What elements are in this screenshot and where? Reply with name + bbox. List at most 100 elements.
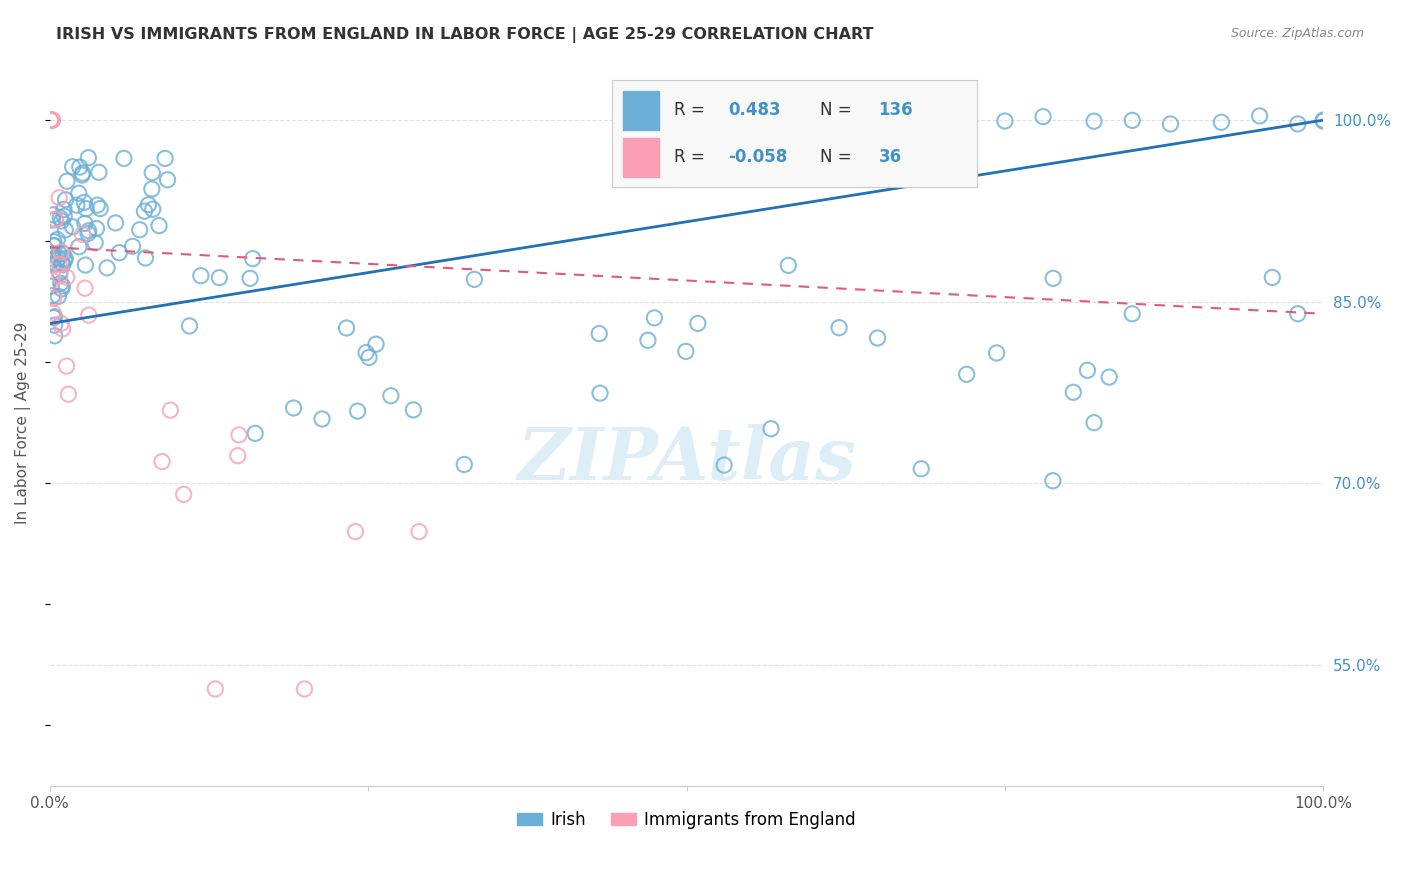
Point	[39, 113, 62, 128]
Point	[42, 288, 65, 302]
Point	[141, 182, 163, 196]
Point	[52, 322, 75, 336]
Point	[72, 227, 94, 242]
Point	[283, 401, 305, 415]
Point	[77, 227, 100, 241]
Point	[39, 113, 62, 128]
Point	[588, 326, 610, 341]
Point	[51, 317, 73, 331]
Point	[675, 344, 697, 359]
Point	[156, 173, 179, 187]
Point	[77, 224, 100, 238]
Point	[48, 246, 70, 260]
Point	[1261, 270, 1284, 285]
Point	[39, 113, 62, 128]
Point	[77, 151, 100, 165]
Point	[141, 166, 163, 180]
Point	[108, 245, 131, 260]
Point	[1032, 110, 1054, 124]
Text: R =: R =	[673, 102, 710, 120]
Point	[1249, 109, 1271, 123]
Point	[44, 239, 66, 253]
Point	[44, 212, 66, 227]
Point	[51, 278, 73, 293]
Point	[77, 308, 100, 322]
Point	[150, 455, 173, 469]
Text: Source: ZipAtlas.com: Source: ZipAtlas.com	[1230, 27, 1364, 40]
Point	[242, 252, 264, 266]
Point	[75, 258, 97, 272]
Point	[589, 386, 612, 401]
Point	[53, 223, 76, 237]
Text: N =: N =	[820, 148, 856, 166]
Point	[1083, 114, 1105, 128]
Point	[138, 198, 160, 212]
FancyBboxPatch shape	[623, 91, 659, 129]
Point	[740, 118, 762, 132]
Point	[53, 253, 76, 268]
Point	[55, 193, 77, 207]
Point	[96, 260, 118, 275]
Point	[956, 368, 979, 382]
Point	[239, 271, 262, 285]
Point	[1083, 416, 1105, 430]
Point	[73, 216, 96, 230]
Point	[380, 389, 402, 403]
Point	[112, 152, 135, 166]
Point	[986, 346, 1008, 360]
Point	[41, 273, 63, 287]
Point	[39, 113, 62, 128]
Point	[346, 404, 368, 418]
Point	[243, 426, 266, 441]
Point	[1062, 385, 1084, 400]
Point	[153, 152, 176, 166]
Point	[354, 345, 377, 359]
Point	[66, 198, 89, 212]
Point	[41, 113, 63, 128]
Point	[42, 208, 65, 222]
Text: N =: N =	[820, 102, 856, 120]
Point	[42, 291, 65, 305]
Point	[75, 202, 97, 216]
Point	[173, 487, 195, 501]
Point	[1286, 117, 1309, 131]
Text: -0.058: -0.058	[728, 148, 787, 166]
Point	[643, 310, 665, 325]
Point	[1042, 271, 1064, 285]
Point	[48, 252, 70, 266]
Point	[1121, 113, 1143, 128]
Point	[294, 681, 316, 696]
Point	[62, 219, 84, 234]
Point	[46, 233, 69, 247]
Point	[1312, 113, 1334, 128]
Point	[208, 270, 231, 285]
Point	[58, 387, 80, 401]
Point	[1076, 363, 1098, 377]
Point	[335, 321, 357, 335]
Point	[713, 458, 735, 472]
Point	[49, 244, 72, 259]
Point	[69, 160, 91, 174]
Point	[49, 268, 72, 283]
Point	[39, 113, 62, 128]
Point	[67, 186, 90, 201]
Point	[42, 252, 65, 266]
Point	[828, 111, 851, 125]
Point	[41, 279, 63, 293]
Text: ZIPAtlas: ZIPAtlas	[517, 424, 856, 494]
Point	[686, 317, 709, 331]
Point	[62, 160, 84, 174]
Point	[904, 110, 927, 124]
Point	[121, 239, 143, 253]
Text: IRISH VS IMMIGRANTS FROM ENGLAND IN LABOR FORCE | AGE 25-29 CORRELATION CHART: IRISH VS IMMIGRANTS FROM ENGLAND IN LABO…	[56, 27, 873, 43]
Point	[1211, 115, 1233, 129]
Text: R =: R =	[673, 148, 710, 166]
Point	[55, 270, 77, 285]
Point	[637, 333, 659, 347]
Y-axis label: In Labor Force | Age 25-29: In Labor Force | Age 25-29	[15, 321, 31, 524]
Point	[41, 113, 63, 128]
Point	[142, 202, 165, 216]
Point	[44, 318, 66, 333]
Text: 0.483: 0.483	[728, 102, 782, 120]
Point	[53, 252, 76, 266]
